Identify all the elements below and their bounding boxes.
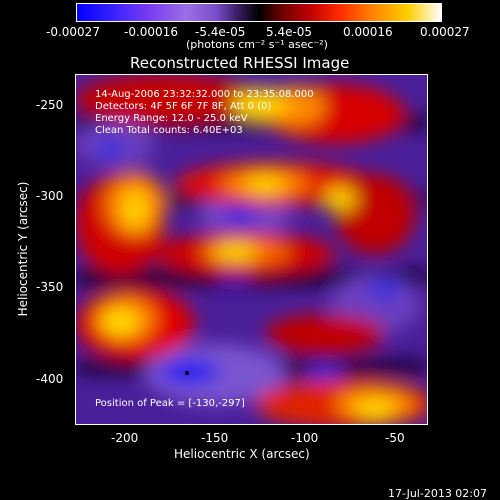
rhessi-image (75, 74, 428, 425)
annotation-energy-range: Energy Range: 12.0 - 25.0 keV (95, 113, 248, 124)
annotation-clean-counts: Clean Total counts: 6.40E+03 (95, 125, 243, 136)
x-tick-4: -50 (385, 431, 405, 445)
colorbar-tick-1: -0.00027 (46, 25, 100, 39)
annotation-detectors: Detectors: 4F 5F 6F 7F 8F, Att 0 (0) (95, 101, 272, 112)
annotation-time-range: 14-Aug-2006 23:32:32.000 to 23:35:08.000 (95, 89, 314, 100)
x-tick-2: -150 (201, 431, 229, 445)
footer-timestamp: 17-Jul-2013 02:07 (388, 487, 488, 500)
colorbar-tick-5: 0.00016 (343, 25, 393, 39)
x-tick-3: -100 (291, 431, 319, 445)
colorbar-unit-label: (photons cm⁻² s⁻¹ asec⁻²) (186, 38, 328, 51)
peak-marker (185, 371, 189, 375)
annotation-peak-position: Position of Peak = [-130,-297] (95, 398, 245, 409)
y-tick-4: -400 (36, 372, 64, 386)
colorbar-tick-4: 5.4e-05 (266, 25, 313, 39)
y-tick-3: -350 (36, 280, 64, 294)
colorbar-tick-2: -0.00016 (124, 25, 178, 39)
plot-title: Reconstructed RHESSI Image (130, 54, 350, 72)
y-axis-label: Heliocentric Y (arcsec) (16, 181, 30, 317)
colorbar (76, 3, 442, 22)
y-tick-1: -250 (36, 98, 64, 112)
x-tick-1: -200 (111, 431, 139, 445)
x-axis-label: Heliocentric X (arcsec) (174, 447, 310, 461)
colorbar-tick-6: 0.00027 (420, 25, 470, 39)
y-tick-2: -300 (36, 189, 64, 203)
colorbar-tick-3: -5.4e-05 (195, 25, 246, 39)
